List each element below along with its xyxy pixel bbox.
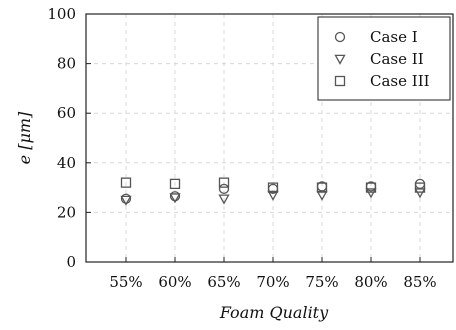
y-tick-label: 20 <box>57 203 76 221</box>
data-point <box>365 188 377 199</box>
data-point <box>316 182 328 193</box>
legend-marker <box>334 75 346 87</box>
data-point <box>365 182 377 193</box>
x-tick-label: 85% <box>403 273 436 291</box>
x-tick-label: 80% <box>354 273 387 291</box>
data-point <box>120 195 132 206</box>
series-case-2 <box>120 188 426 206</box>
x-tick-label: 75% <box>305 273 338 291</box>
y-tick-label: 40 <box>57 154 76 172</box>
legend-item: Case III <box>334 72 430 90</box>
x-tick-labels: 55% 60% 65% 70% 75% 80% 85% <box>109 273 436 291</box>
y-tick-label: 60 <box>57 104 76 122</box>
x-axis-label: Foam Quality <box>219 303 329 322</box>
data-point <box>267 182 279 193</box>
x-tick-label: 55% <box>109 273 142 291</box>
data-point <box>218 177 230 188</box>
data-point <box>218 194 230 205</box>
data-point <box>414 182 426 193</box>
legend: Case I Case II Case III <box>317 16 451 101</box>
x-tick-label: 65% <box>207 273 240 291</box>
series-case-3 <box>120 177 426 193</box>
legend-item: Case II <box>334 50 424 68</box>
data-point <box>218 183 230 194</box>
data-points <box>120 177 426 206</box>
legend-marker <box>334 54 346 65</box>
data-point <box>414 188 426 199</box>
plot-frame <box>85 13 454 263</box>
data-point <box>316 190 328 201</box>
legend-marker <box>334 31 346 43</box>
legend-label: Case III <box>370 72 430 90</box>
y-tick-label: 0 <box>66 253 76 271</box>
data-point <box>120 177 132 188</box>
data-point <box>267 190 279 201</box>
legend-item: Case I <box>334 28 418 46</box>
y-tick-label: 80 <box>57 55 76 73</box>
x-tick-label: 70% <box>256 273 289 291</box>
legend-box <box>317 16 451 101</box>
y-tick-label: 100 <box>47 5 76 23</box>
axis-ticks <box>86 13 421 263</box>
data-point <box>169 178 181 190</box>
legend-label: Case II <box>370 50 424 68</box>
y-axis-label: e [μm] <box>15 111 34 164</box>
legend-label: Case I <box>370 28 418 46</box>
x-tick-label: 60% <box>158 273 191 291</box>
y-tick-labels: 0 20 40 60 80 100 <box>47 5 76 271</box>
data-point <box>169 193 181 204</box>
